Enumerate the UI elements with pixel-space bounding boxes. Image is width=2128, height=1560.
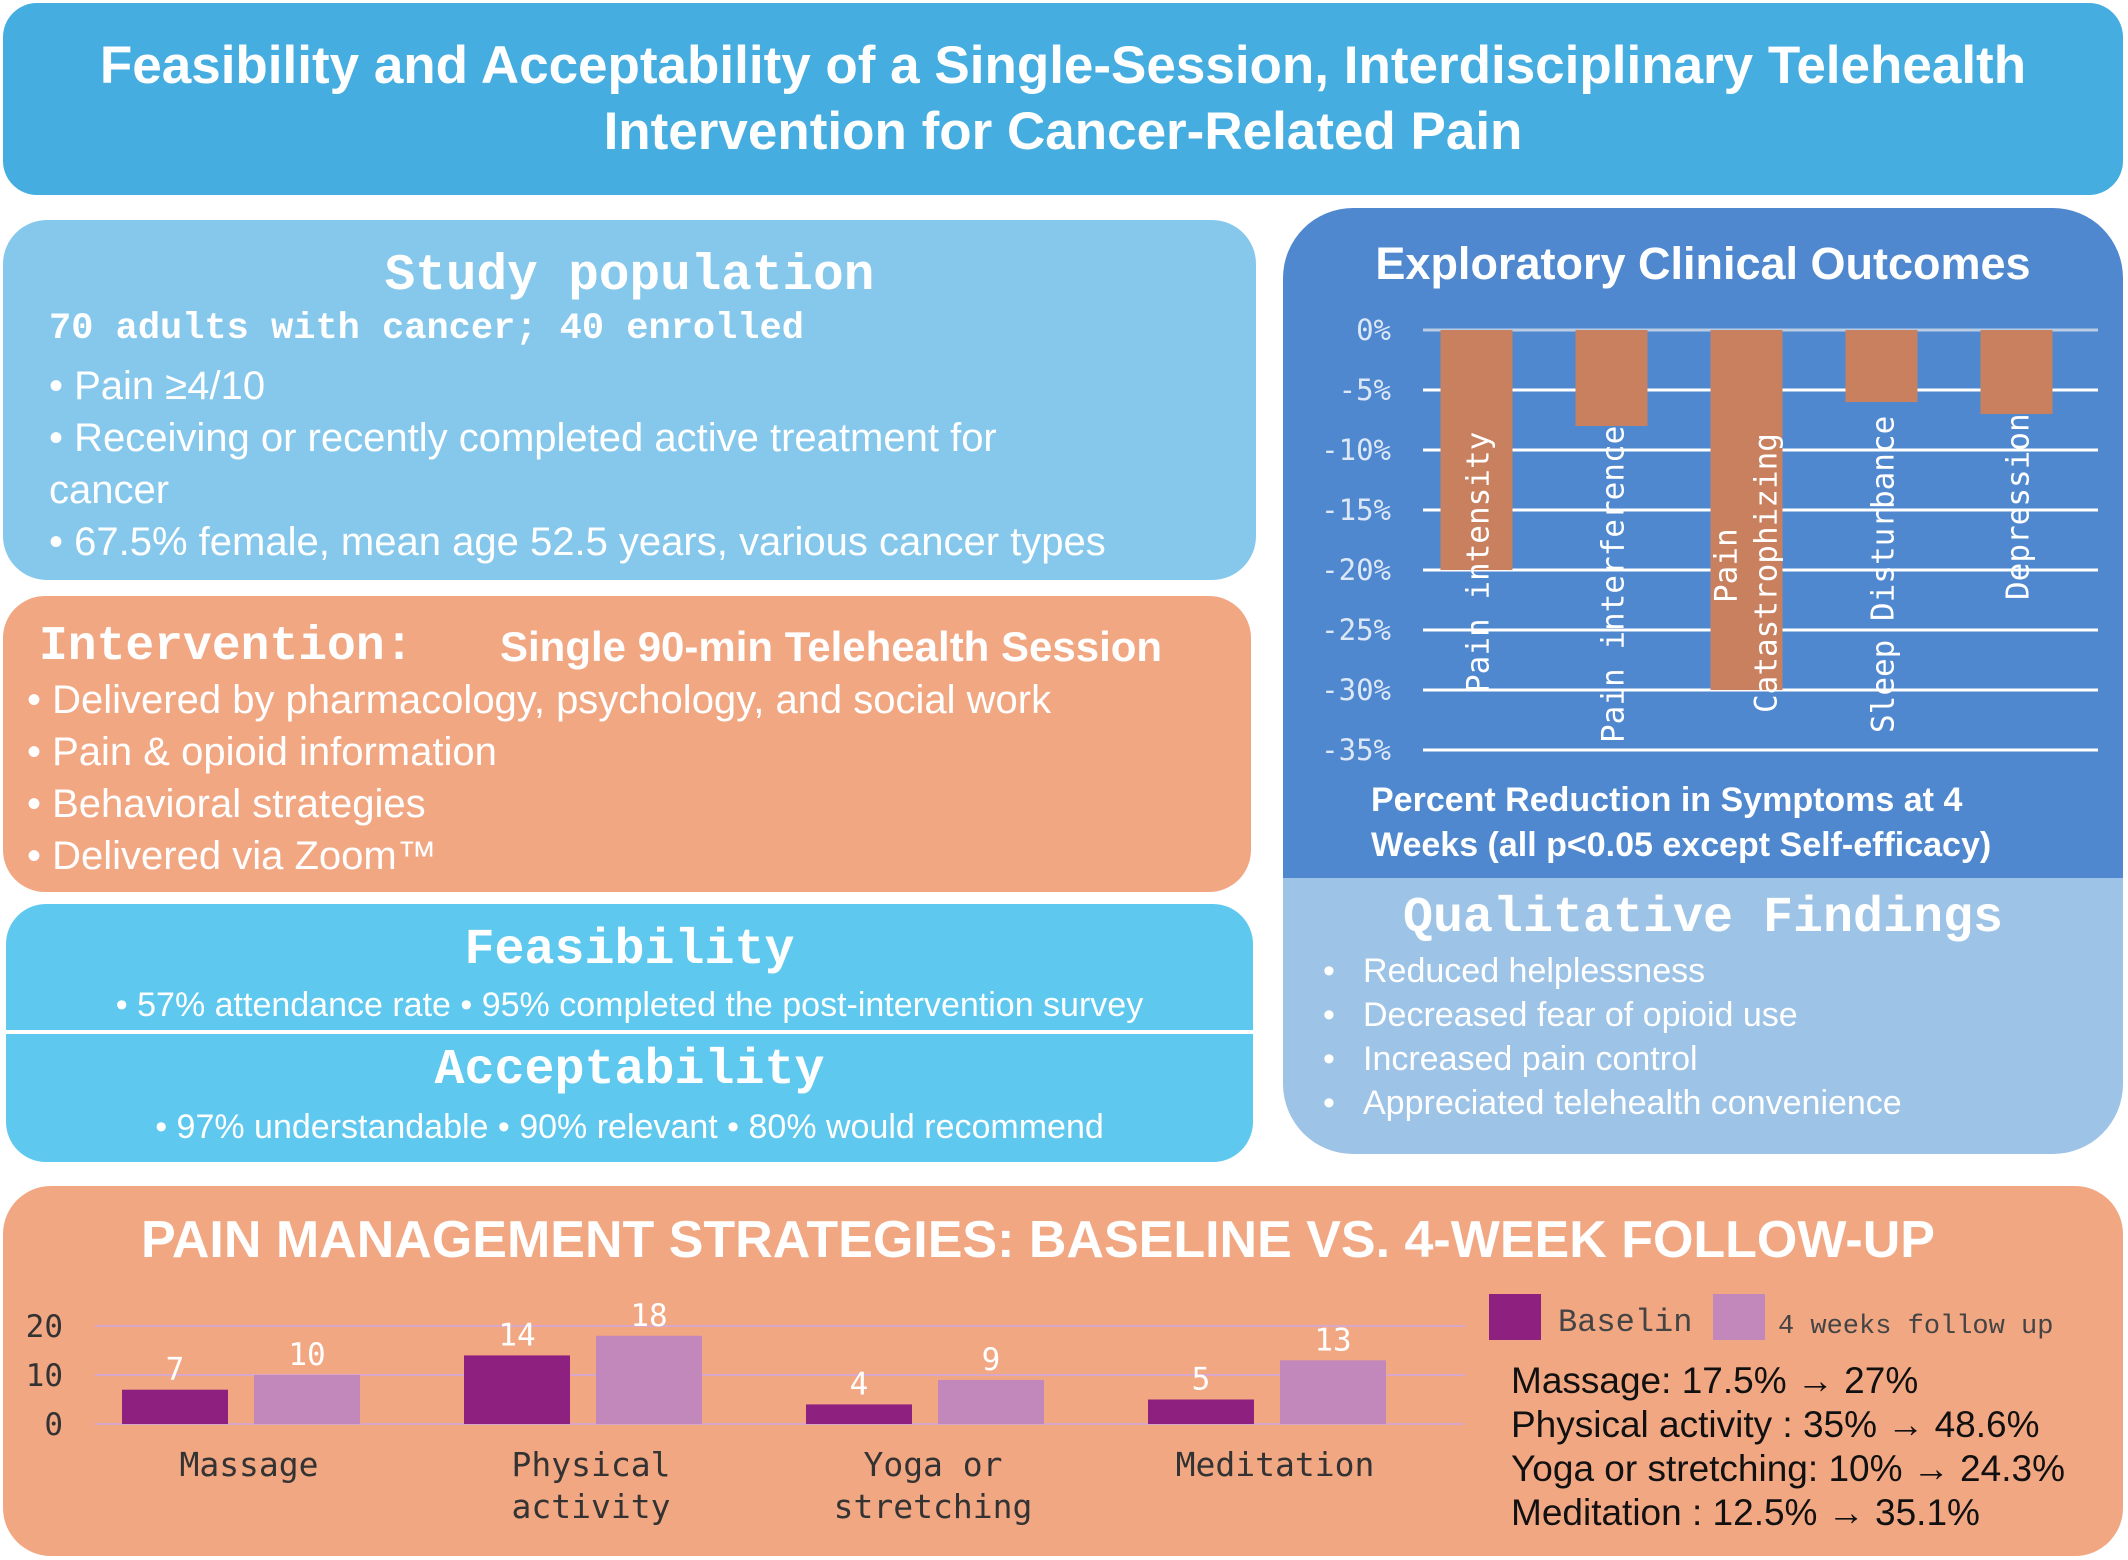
qualitative-item: Reduced helplessness [1363, 952, 1706, 990]
outcome-bar [1710, 330, 1783, 690]
bar-value-label: 13 [1314, 1322, 1351, 1358]
strategy-bar [122, 1389, 228, 1424]
bar-category-label: Depression [2001, 413, 2037, 600]
clinical-outcomes-panel: Exploratory Clinical Outcomes 0% -5% -10% -… [1283, 208, 2123, 878]
outcome-bar [1440, 330, 1513, 570]
qualitative-item: Decreased fear of opioid use [1363, 996, 1798, 1034]
intervention-bullet: • Delivered by pharmacology, psychology,… [27, 678, 1052, 722]
x-category-label: activity [512, 1487, 671, 1526]
feasibility-acceptability-panel: Feasibility • 57% attendance rate • 95% … [6, 904, 1253, 1162]
intervention-heading: Intervention: [39, 620, 414, 674]
feasibility-stats: • 57% attendance rate • 95% completed th… [115, 986, 1144, 1024]
strategy-bar [806, 1404, 912, 1424]
qualitative-item: Increased pain control [1363, 1040, 1698, 1078]
outcome-bar [1575, 330, 1648, 426]
acceptability-stats: • 97% understandable • 90% relevant • 80… [155, 1108, 1104, 1146]
y-tick-label: -20% [1321, 553, 1391, 587]
bar-value-label: 4 [850, 1366, 869, 1402]
section-divider [6, 1030, 1253, 1034]
bar-value-label: 14 [498, 1317, 535, 1353]
bar-value-label: 10 [288, 1337, 325, 1373]
population-bullet: • 67.5% female, mean age 52.5 years, var… [49, 520, 1106, 564]
strategy-bar [464, 1355, 570, 1424]
population-bullet-continuation: cancer [49, 468, 170, 512]
title-banner: Feasibility and Acceptability of a Singl… [3, 3, 2123, 195]
population-subheading: 70 adults with cancer; 40 enrolled [49, 308, 804, 350]
legend-label-followup: 4 weeks follow up [1778, 1312, 2054, 1342]
outcomes-caption: Percent Reduction in Symptoms at 4 Weeks… [1371, 778, 1991, 868]
intervention-bullet: • Pain & opioid information [27, 730, 497, 774]
bullet-dot: • [1323, 1084, 1335, 1122]
percent-change-line: Meditation : 12.5% → 35.1% [1511, 1492, 1980, 1533]
outcome-bar [1845, 330, 1918, 402]
bar-value-label: 18 [630, 1298, 667, 1334]
strategies-panel: PAIN MANAGEMENT STRATEGIES: BASELINE VS.… [3, 1186, 2123, 1556]
strategies-title: PAIN MANAGEMENT STRATEGIES: BASELINE VS.… [141, 1211, 1935, 1269]
bar-category-label: Catastrophizing [1749, 433, 1785, 713]
acceptability-heading: Acceptability [434, 1042, 825, 1099]
outcomes-caption-line: Weeks (all p<0.05 except Self-efficacy) [1371, 826, 1992, 864]
bar-value-label: 5 [1192, 1362, 1211, 1398]
y-tick-label: -35% [1321, 733, 1391, 767]
x-category-label: Meditation [1176, 1445, 1375, 1484]
bar-value-label: 7 [166, 1352, 185, 1388]
bar-category-label: Pain intensity [1461, 432, 1497, 693]
percent-change-line: Massage: 17.5% → 27% [1511, 1360, 1919, 1401]
qualitative-item: Appreciated telehealth convenience [1363, 1084, 1902, 1122]
legend-swatch-baseline [1489, 1294, 1541, 1340]
y-tick-label: -10% [1321, 433, 1391, 467]
qualitative-heading: Qualitative Findings [1402, 890, 2004, 947]
population-bullet: • Pain ≥4/10 [49, 364, 266, 408]
y-tick-label: -5% [1339, 373, 1391, 407]
intervention-panel: Intervention: Single 90-min Telehealth S… [3, 596, 1251, 892]
x-category-label: Yoga or [863, 1445, 1002, 1484]
intervention-bullet: • Delivered via Zoom™ [27, 834, 437, 878]
bar-value-label: 9 [982, 1342, 1001, 1378]
page-title: Feasibility and Acceptability of a Singl… [99, 36, 2027, 161]
x-category-label: stretching [834, 1487, 1033, 1526]
y-tick-label: 0 [44, 1407, 63, 1443]
strategy-bar [1148, 1399, 1254, 1424]
percent-change-line: Yoga or stretching: 10% → 24.3% [1511, 1448, 2065, 1489]
outcomes-title: Exploratory Clinical Outcomes [1375, 238, 2031, 289]
y-tick-label: -30% [1321, 673, 1391, 707]
study-population-panel: Study population 70 adults with cancer; … [3, 220, 1256, 580]
y-tick-label: 0% [1356, 313, 1391, 347]
strategy-bar [1280, 1360, 1386, 1424]
population-heading: Study population [384, 248, 875, 305]
x-category-label: Massage [179, 1445, 318, 1484]
percent-change-line: Physical activity : 35% → 48.6% [1511, 1404, 2040, 1445]
strategy-bar [596, 1335, 702, 1424]
strategy-bar [938, 1379, 1044, 1424]
strategy-bar [254, 1375, 360, 1424]
qualitative-findings-panel: Qualitative Findings • Reduced helplessn… [1283, 878, 2123, 1154]
intervention-subheading: Single 90-min Telehealth Session [500, 623, 1163, 670]
outcome-bar [1980, 330, 2053, 414]
outcomes-caption-line: Percent Reduction in Symptoms at 4 [1371, 781, 1963, 819]
bullet-dot: • [1323, 996, 1335, 1034]
y-tick-label: 20 [26, 1309, 63, 1345]
intervention-bullet: • Behavioral strategies [27, 782, 426, 826]
bar-category-label: Pain [1709, 528, 1745, 603]
feasibility-heading: Feasibility [464, 922, 795, 979]
bar-category-label: Pain interference [1596, 426, 1632, 743]
x-category-label: Physical [512, 1445, 671, 1484]
y-tick-label: -25% [1321, 613, 1391, 647]
bullet-dot: • [1323, 1040, 1335, 1078]
bar-category-label: Sleep Disturbance [1866, 416, 1902, 733]
population-bullet: • Receiving or recently completed active… [49, 416, 997, 460]
legend-label-baseline: Baselin [1558, 1304, 1693, 1341]
y-tick-label: 10 [26, 1358, 63, 1394]
legend-swatch-followup [1713, 1294, 1765, 1340]
bullet-dot: • [1323, 952, 1335, 990]
y-tick-label: -15% [1321, 493, 1391, 527]
outcomes-chart: 0% -5% -10% -15% -20% -25% -30% -35% Pain intens… [1321, 313, 2098, 767]
